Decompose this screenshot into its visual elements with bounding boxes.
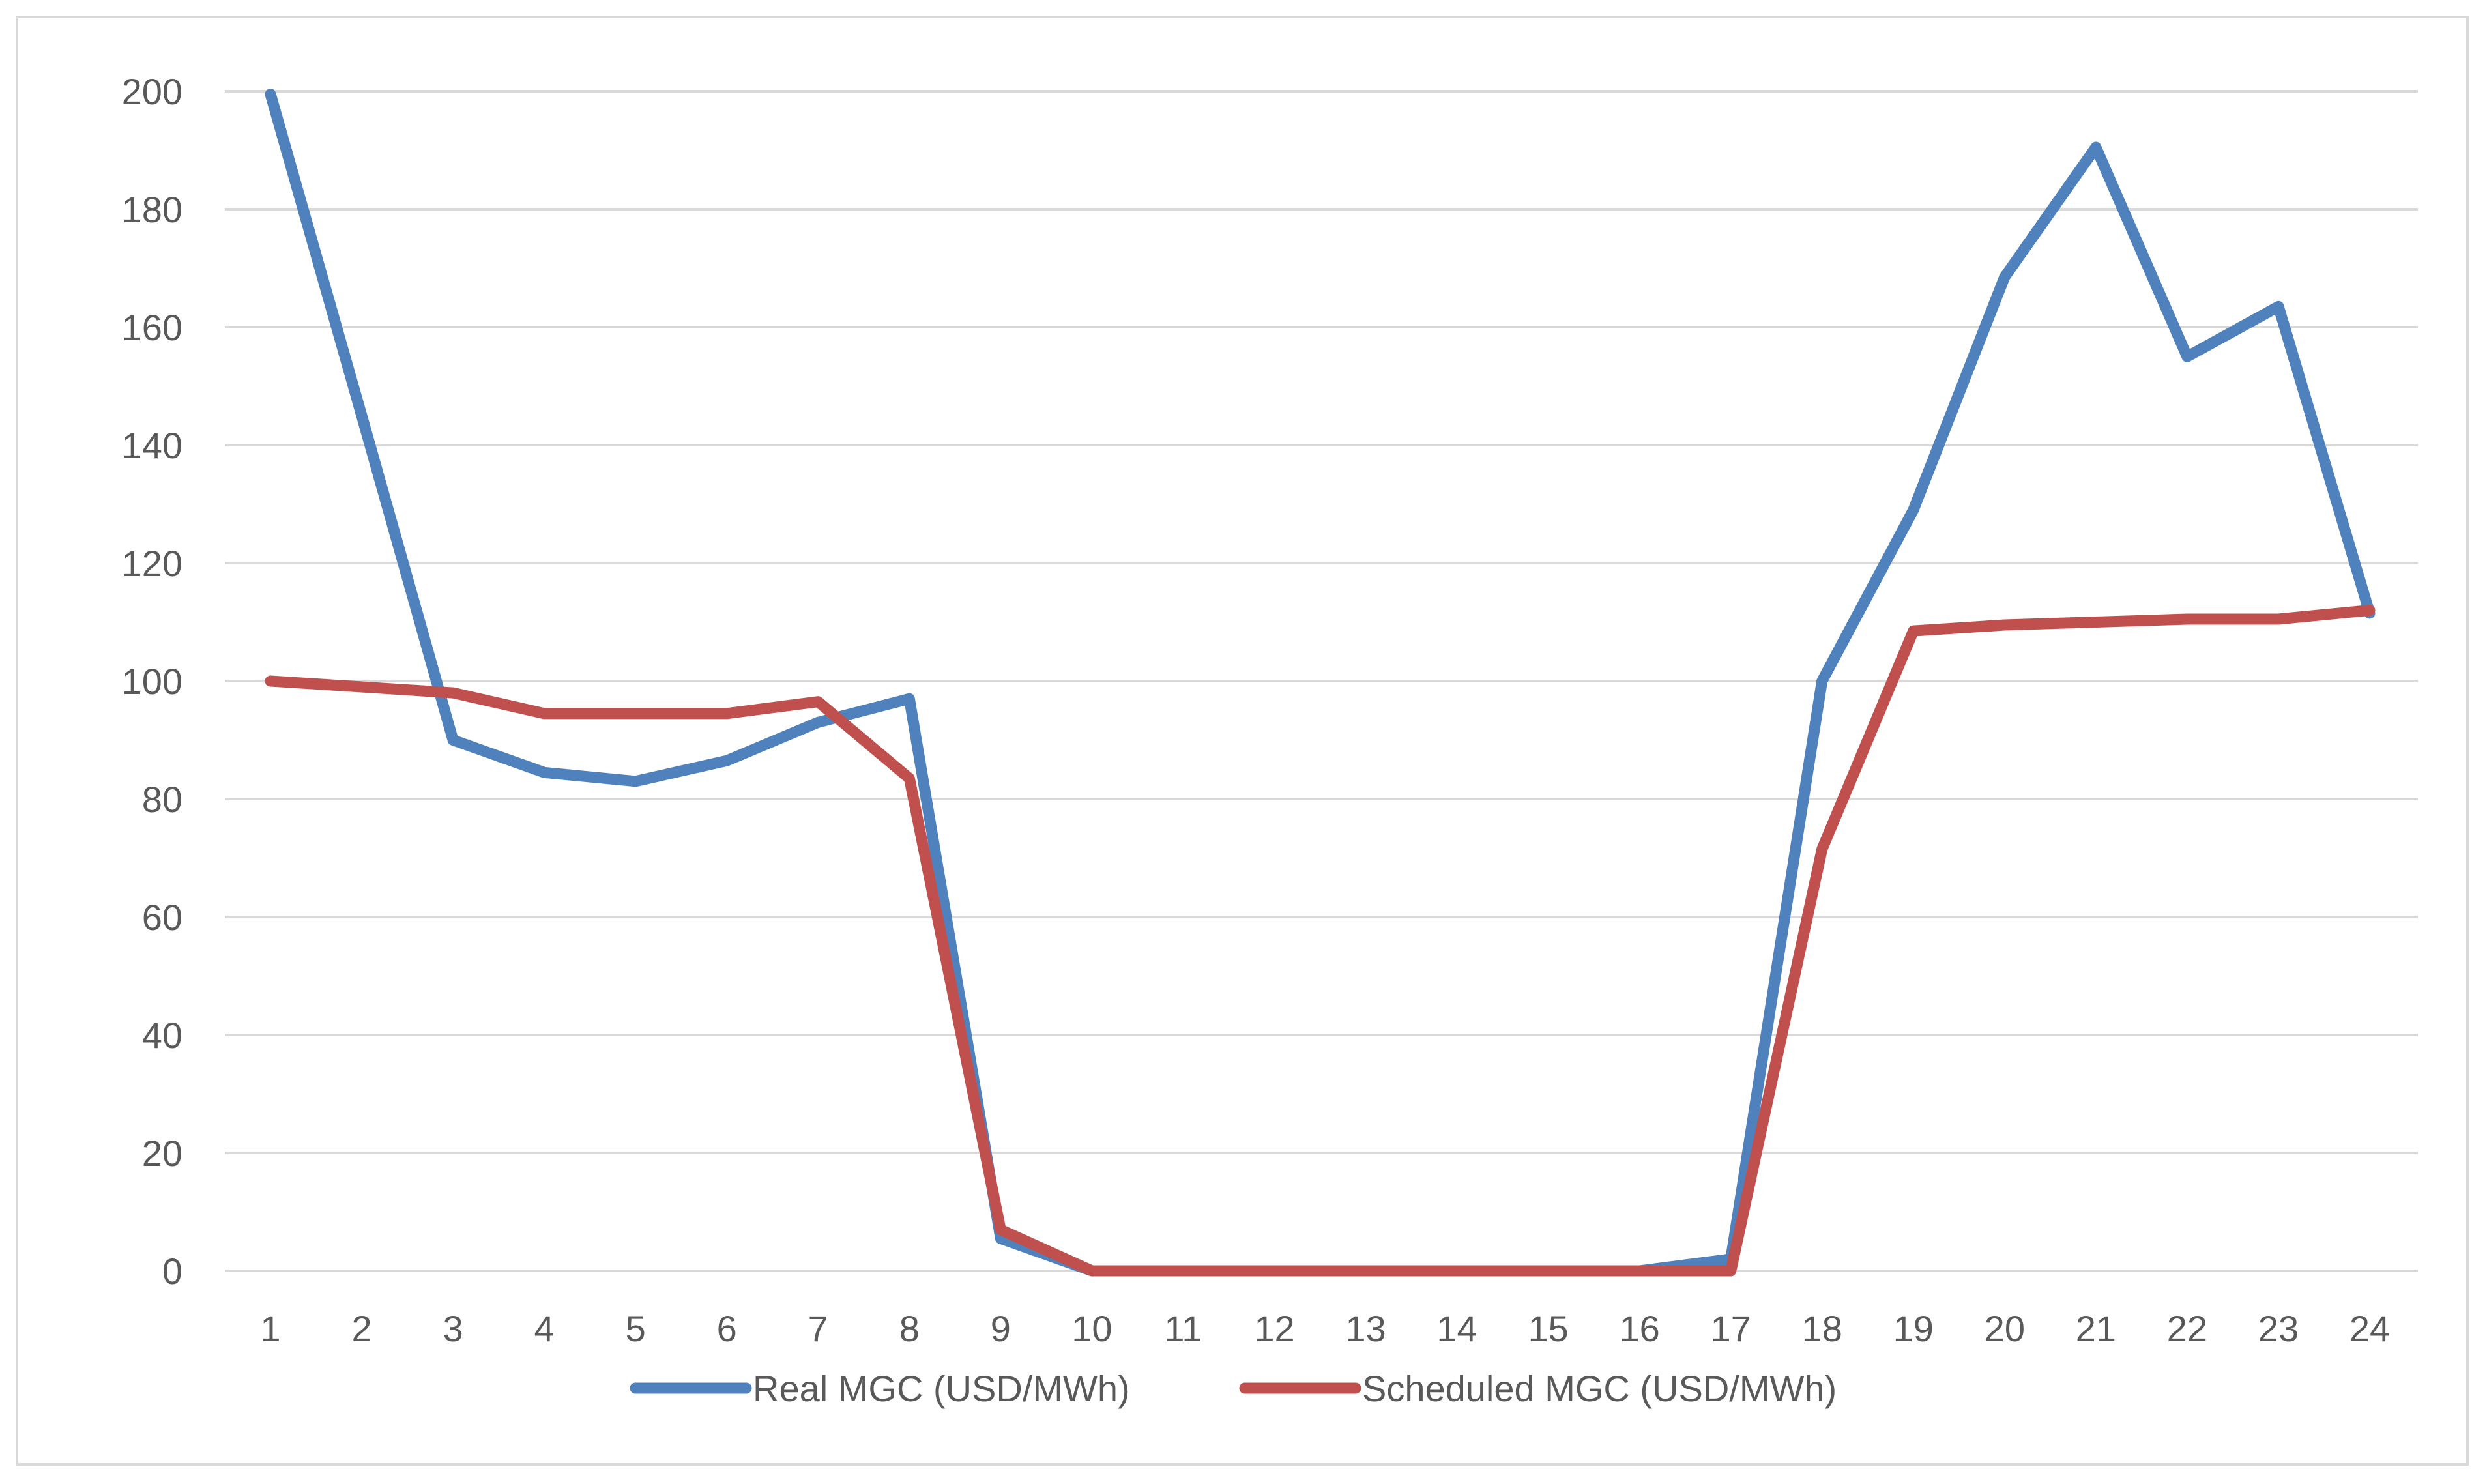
y-tick-label: 20 <box>142 1133 182 1174</box>
x-tick-label: 13 <box>1345 1308 1386 1349</box>
x-tick-label: 22 <box>2167 1308 2207 1349</box>
y-tick-label: 0 <box>162 1251 182 1292</box>
x-tick-label: 8 <box>899 1308 920 1349</box>
x-tick-label: 10 <box>1071 1308 1112 1349</box>
x-tick-label: 4 <box>534 1308 555 1349</box>
x-tick-label: 12 <box>1254 1308 1294 1349</box>
x-tick-label: 16 <box>1620 1308 1660 1349</box>
y-tick-label: 140 <box>122 425 182 466</box>
y-tick-label: 200 <box>122 71 182 112</box>
legend: Real MGC (USD/MWh) Scheduled MGC (USD/MWh… <box>630 1368 1837 1409</box>
x-tick-label: 17 <box>1711 1308 1751 1349</box>
x-tick-label: 19 <box>1893 1308 1934 1349</box>
legend-label: Real MGC (USD/MWh) <box>753 1368 1130 1409</box>
y-tick-label: 60 <box>142 897 182 938</box>
x-tick-label: 5 <box>626 1308 646 1349</box>
x-tick-label: 21 <box>2076 1308 2116 1349</box>
y-tick-label: 160 <box>122 307 182 348</box>
x-tick-label: 11 <box>1164 1308 1202 1349</box>
x-tick-label: 24 <box>2349 1308 2390 1349</box>
x-tick-label: 18 <box>1802 1308 1842 1349</box>
chart-area <box>16 16 2469 1466</box>
x-tick-label: 14 <box>1436 1308 1477 1349</box>
x-tick-label: 9 <box>991 1308 1011 1349</box>
x-tick-label: 6 <box>717 1308 737 1349</box>
y-tick-label: 40 <box>142 1015 182 1056</box>
x-tick-label: 3 <box>443 1308 463 1349</box>
gridlines <box>225 90 2418 1272</box>
y-tick-label: 180 <box>122 189 182 230</box>
x-tick-label: 20 <box>1985 1308 2025 1349</box>
x-tick-label: 7 <box>808 1308 828 1349</box>
legend-label: Scheduled MGC (USD/MWh) <box>1362 1368 1837 1409</box>
series-lines <box>265 89 2376 1277</box>
y-tick-label: 80 <box>142 779 182 820</box>
x-axis-tick-labels: 1 2 3 4 5 6 7 8 9 10 11 12 13 14 15 16 17 18 19 20 21 22 23 24 <box>260 1308 2390 1349</box>
x-tick-label: 2 <box>351 1308 371 1349</box>
series-line-real-mgc <box>265 89 2376 1277</box>
x-tick-label: 15 <box>1528 1308 1568 1349</box>
y-axis-tick-labels: 0 20 40 60 80 100 120 140 160 180 200 <box>122 71 182 1292</box>
series-line-scheduled-mgc <box>265 604 2376 1277</box>
y-tick-label: 120 <box>122 543 182 584</box>
y-tick-label: 100 <box>122 661 182 702</box>
x-tick-label: 1 <box>260 1308 280 1349</box>
x-tick-label: 23 <box>2258 1308 2299 1349</box>
